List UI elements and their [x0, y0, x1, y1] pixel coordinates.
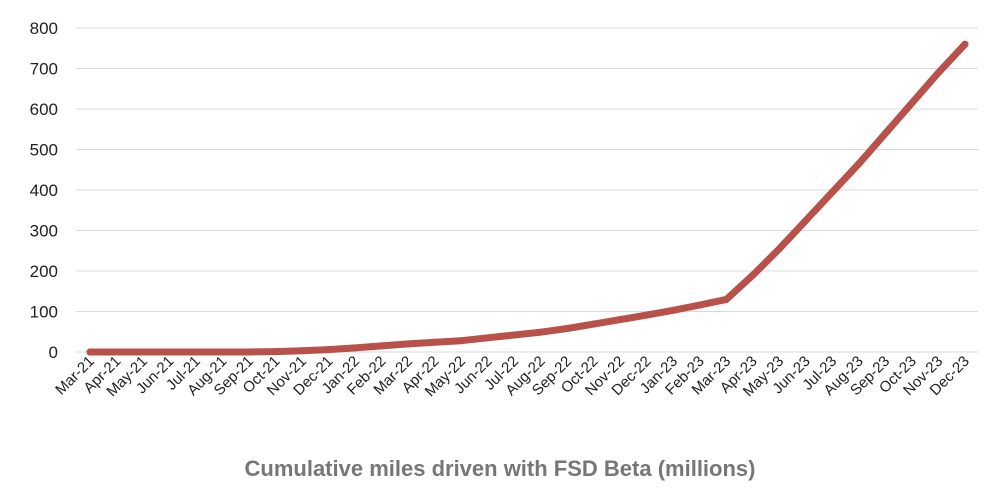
data-point — [722, 295, 730, 303]
data-point — [537, 328, 545, 336]
data-point — [775, 245, 783, 253]
series-line — [86, 40, 969, 356]
data-point — [934, 69, 942, 77]
y-tick-label: 800 — [30, 19, 58, 38]
data-point — [219, 348, 227, 356]
y-tick-label: 400 — [30, 181, 58, 200]
data-point — [749, 271, 757, 279]
chart-title: Cumulative miles driven with FSD Beta (m… — [245, 456, 756, 481]
data-point — [616, 316, 624, 324]
data-point — [457, 337, 465, 345]
data-point — [86, 348, 94, 356]
data-point — [908, 99, 916, 107]
series-layer — [86, 40, 969, 356]
y-tick-label: 200 — [30, 262, 58, 281]
data-point — [139, 348, 147, 356]
data-point — [351, 344, 359, 352]
y-axis-ticks: 0 100 200 300 400 500 600 700 800 — [30, 19, 58, 362]
data-point — [325, 346, 333, 354]
data-point — [404, 340, 412, 348]
data-point — [802, 216, 810, 224]
data-point — [272, 348, 280, 356]
data-point — [378, 342, 386, 350]
y-tick-label: 100 — [30, 303, 58, 322]
data-point — [431, 338, 439, 346]
y-tick-label: 300 — [30, 222, 58, 241]
data-point — [855, 160, 863, 168]
data-point — [961, 40, 969, 48]
data-point — [166, 348, 174, 356]
data-point — [113, 348, 121, 356]
y-tick-label: 500 — [30, 141, 58, 160]
data-point — [881, 129, 889, 137]
data-point — [828, 188, 836, 196]
data-point — [484, 334, 492, 342]
data-point — [643, 311, 651, 319]
data-point — [563, 325, 571, 333]
data-point — [510, 331, 518, 339]
data-point — [590, 320, 598, 328]
data-point — [298, 347, 306, 355]
y-tick-label: 700 — [30, 60, 58, 79]
gridlines — [76, 27, 978, 353]
data-point — [245, 348, 253, 356]
x-axis-ticks: Mar-21Apr-21May-21Jun-21Jul-21Aug-21Sep-… — [52, 353, 973, 400]
y-tick-label: 0 — [49, 343, 58, 362]
data-point — [696, 301, 704, 309]
data-point — [192, 348, 200, 356]
y-tick-label: 600 — [30, 100, 58, 119]
data-point — [669, 306, 677, 314]
